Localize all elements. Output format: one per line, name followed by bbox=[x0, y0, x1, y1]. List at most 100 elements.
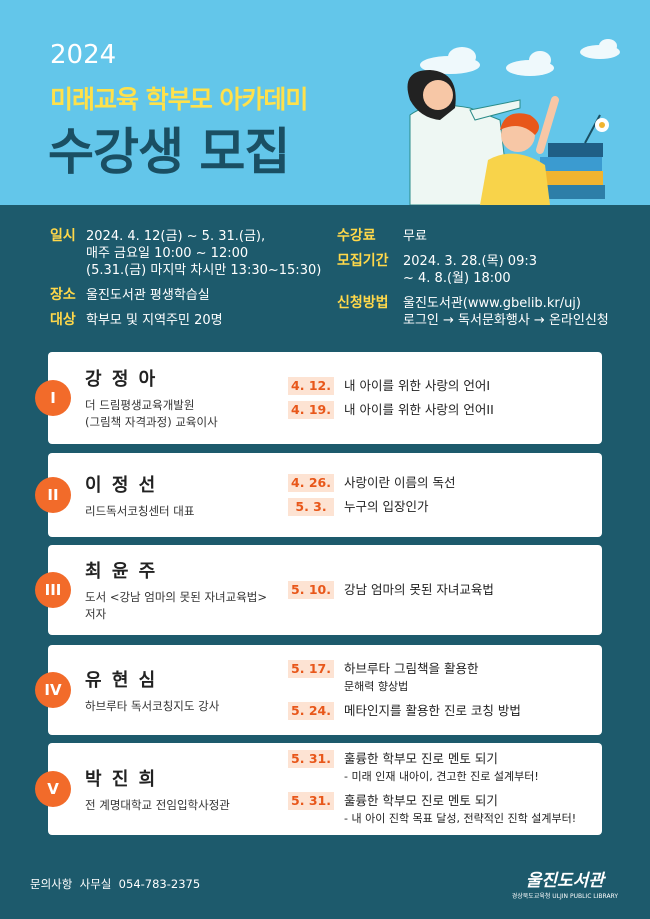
speaker-name: 강 정 아 bbox=[85, 369, 158, 390]
topic-line: 강남 엄마의 못된 자녀교육법 bbox=[344, 582, 494, 597]
speaker-name: 이 정 선 bbox=[85, 474, 158, 496]
speaker-name: 최 윤 주 bbox=[85, 561, 158, 582]
topic-line: 훌륭한 학부모 진로 멘토 되기 bbox=[344, 751, 498, 766]
lectures: 4. 12. 내 아이를 위한 사랑의 언어I 4. 19. 내 아이를 위한 사랑의… bbox=[288, 371, 494, 425]
speaker-name: 유 현 심 bbox=[85, 669, 158, 691]
header: 2024 미래교육 학부모 아카데미 수강생 모집 bbox=[0, 0, 650, 205]
lecture-date: 4. 19. bbox=[288, 401, 334, 419]
info-value: 2024. 3. 28.(목) 09:3 ~ 4. 8.(월) 18:00 bbox=[403, 253, 537, 287]
info-row: 신청방법 울진도서관(www.gbelib.kr/uj) 로그인 → 독서문화행사 … bbox=[337, 295, 609, 329]
lecture-date: 5. 31. bbox=[288, 792, 334, 810]
topic-line: 하브루타 그림책을 활용한 bbox=[344, 661, 479, 676]
topic-line: 사랑이란 이름의 독선 bbox=[344, 475, 456, 490]
info-row: 일시 2024. 4. 12(금) ~ 5. 31.(금), 매주 금요일 10:0… bbox=[50, 228, 321, 279]
lecture-date: 5. 10. bbox=[288, 581, 334, 599]
lecture-date: 4. 12. bbox=[288, 377, 334, 395]
topic-line: 내 아이를 위한 사랑의 언어II bbox=[344, 402, 494, 417]
info-row: 장소 울진도서관 평생학습실 bbox=[50, 287, 321, 304]
numeral: I bbox=[35, 380, 71, 416]
lecture-date: 5. 24. bbox=[288, 702, 334, 720]
lecture: 4. 26. 사랑이란 이름의 독선 bbox=[288, 474, 455, 492]
lecture-topic: 훌륭한 학부모 진로 멘토 되기 - 내 아이 진학 목표 달성, 전략적인 진학… bbox=[344, 792, 576, 828]
logo: 울진도서관 경상북도교육청 ULJIN PUBLIC LIBRARY bbox=[512, 866, 618, 900]
lectures: 5. 10. 강남 엄마의 못된 자녀교육법 bbox=[288, 575, 494, 605]
info-value: 학부모 및 지역주민 20명 bbox=[86, 312, 223, 329]
info-value: 2024. 4. 12(금) ~ 5. 31.(금), 매주 금요일 10:00 … bbox=[86, 228, 321, 279]
lecture: 5. 3. 누구의 입장인가 bbox=[288, 498, 455, 516]
illustration bbox=[407, 39, 620, 205]
info-label: 신청방법 bbox=[337, 295, 389, 311]
info-left: 일시 2024. 4. 12(금) ~ 5. 31.(금), 매주 금요일 10:0… bbox=[50, 228, 321, 337]
info-row: 모집기간 2024. 3. 28.(목) 09:3 ~ 4. 8.(월) 18:00 bbox=[337, 253, 609, 287]
info-row: 대상 학부모 및 지역주민 20명 bbox=[50, 312, 321, 329]
topic-line: 메타인지를 활용한 진로 코칭 방법 bbox=[344, 703, 521, 718]
lecture: 5. 10. 강남 엄마의 못된 자녀교육법 bbox=[288, 581, 494, 599]
title: 수강생 모집 bbox=[48, 123, 290, 181]
info-line: 울진도서관 평생학습실 bbox=[86, 288, 210, 303]
speaker: 최 윤 주 도서 <강남 엄마의 못된 자녀교육법> 저자 bbox=[85, 557, 285, 623]
topic-line: 훌륭한 학부모 진로 멘토 되기 bbox=[344, 793, 498, 808]
lecture: 4. 19. 내 아이를 위한 사랑의 언어II bbox=[288, 401, 494, 419]
topic-line: - 내 아이 진학 목표 달성, 전략적인 진학 설계부터! bbox=[344, 812, 577, 825]
info-label: 장소 bbox=[50, 287, 76, 303]
lectures: 5. 31. 훌륭한 학부모 진로 멘토 되기 - 미래 인재 내아이, 견고한 진… bbox=[288, 744, 576, 834]
info-line: 2024. 4. 12(금) ~ 5. 31.(금), bbox=[86, 229, 266, 244]
lecture: 5. 24. 메타인지를 활용한 진로 코칭 방법 bbox=[288, 702, 521, 720]
session-card: III 최 윤 주 도서 <강남 엄마의 못된 자녀교육법> 저자 5. 10. 강남 엄… bbox=[35, 545, 602, 635]
info-label: 대상 bbox=[50, 312, 76, 328]
subtitle: 미래교육 학부모 아카데미 bbox=[50, 85, 308, 114]
info-line: ~ 4. 8.(월) 18:00 bbox=[403, 271, 511, 286]
lectures: 4. 26. 사랑이란 이름의 독선 5. 3. 누구의 입장인가 bbox=[288, 468, 455, 522]
affiliation: 하브루타 독서코칭지도 강사 bbox=[85, 698, 220, 713]
lecture: 5. 31. 훌륭한 학부모 진로 멘토 되기 - 내 아이 진학 목표 달성, 전… bbox=[288, 792, 576, 828]
affiliation: 리드독서코칭센터 대표 bbox=[85, 503, 195, 518]
info-line: 울진도서관(www.gbelib.kr/uj) bbox=[403, 296, 581, 311]
speaker-name: 박 진 희 bbox=[85, 768, 158, 790]
info-value: 울진도서관 평생학습실 bbox=[86, 287, 210, 304]
affiliation: (그림책 자격과정) 교육이사 bbox=[85, 415, 218, 429]
numeral: IV bbox=[35, 672, 71, 708]
affiliation: 더 드림평생교육개발원 bbox=[85, 398, 195, 412]
affiliation: 도서 <강남 엄마의 못된 자녀교육법> bbox=[85, 590, 268, 604]
info-line: 무료 bbox=[403, 229, 427, 244]
numeral: V bbox=[35, 771, 71, 807]
numeral: II bbox=[35, 477, 71, 513]
lecture-topic: 훌륭한 학부모 진로 멘토 되기 - 미래 인재 내아이, 견고한 진로 설계부터… bbox=[344, 750, 539, 786]
lecture-topic: 누구의 입장인가 bbox=[344, 498, 428, 516]
info-line: 로그인 → 독서문화행사 → 온라인신청 bbox=[403, 313, 609, 328]
lecture-topic: 내 아이를 위한 사랑의 언어I bbox=[344, 377, 490, 395]
lecture-topic: 강남 엄마의 못된 자녀교육법 bbox=[344, 581, 494, 599]
topic-line: 문해력 향상법 bbox=[344, 680, 409, 693]
lecture-topic: 메타인지를 활용한 진로 코칭 방법 bbox=[344, 702, 521, 720]
lecture-date: 5. 17. bbox=[288, 660, 334, 678]
info-line: 2024. 3. 28.(목) 09:3 bbox=[403, 254, 537, 269]
session-card: II 이 정 선 리드독서코칭센터 대표 4. 26. 사랑이란 이름의 독선 5. 3.… bbox=[35, 453, 602, 537]
topic-line: - 미래 인재 내아이, 견고한 진로 설계부터! bbox=[344, 770, 539, 783]
logo-sub: 경상북도교육청 ULJIN PUBLIC LIBRARY bbox=[511, 893, 618, 900]
lecture-date: 4. 26. bbox=[288, 474, 334, 492]
info-line: 학부모 및 지역주민 20명 bbox=[86, 313, 223, 328]
info-value: 울진도서관(www.gbelib.kr/uj) 로그인 → 독서문화행사 → 온라… bbox=[403, 295, 609, 329]
affiliation: 전 계명대학교 전임입학사정관 bbox=[85, 797, 230, 812]
info-row: 수강료 무료 bbox=[337, 228, 609, 245]
topic-line: 누구의 입장인가 bbox=[344, 499, 429, 514]
info-label: 수강료 bbox=[337, 228, 376, 244]
lecture: 4. 12. 내 아이를 위한 사랑의 언어I bbox=[288, 377, 494, 395]
lecture: 5. 31. 훌륭한 학부모 진로 멘토 되기 - 미래 인재 내아이, 견고한 진… bbox=[288, 750, 576, 786]
info-line: (5.31.(금) 마지막 차시만 13:30~15:30) bbox=[86, 263, 322, 278]
lecture-date: 5. 3. bbox=[288, 498, 334, 516]
info-label: 모집기간 bbox=[337, 253, 389, 269]
lecture-topic: 내 아이를 위한 사랑의 언어II bbox=[344, 401, 494, 419]
logo-text: 울진도서관 bbox=[525, 871, 604, 891]
